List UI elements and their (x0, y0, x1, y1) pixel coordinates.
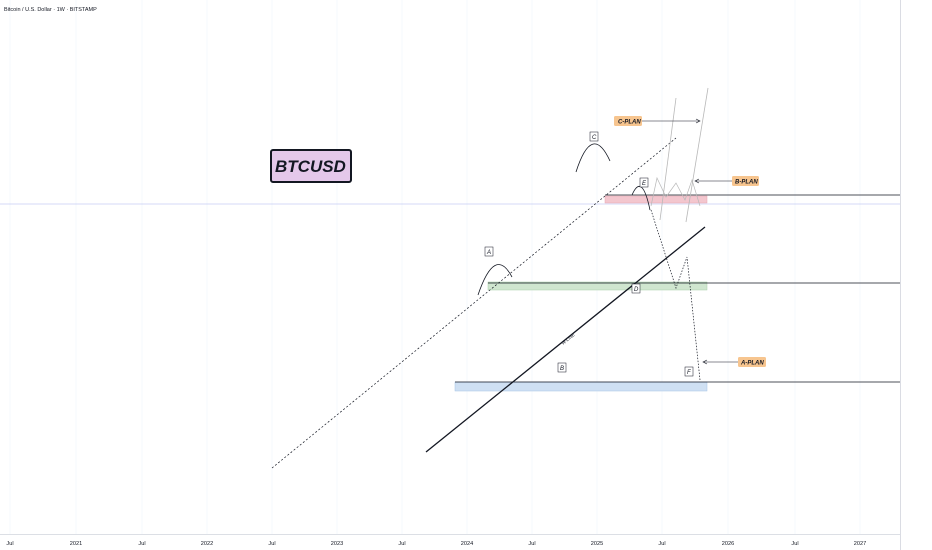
b-plan-label: B-PLAN (735, 180, 758, 186)
b-plan-arrowhead (694, 178, 700, 184)
x-tick-label: Jul (791, 541, 798, 547)
zones (0, 194, 900, 392)
letter-d: D (634, 287, 639, 293)
letter-f: F (687, 370, 691, 376)
arc-c (575, 143, 611, 173)
y-axis: 150,000145,000140,000135,000130,000125,0… (900, 0, 901, 550)
letter-box-c (589, 131, 599, 142)
x-tick-label: 2021 (70, 541, 82, 547)
grid-lines (9, 0, 861, 534)
x-tick-label: 2024 (461, 541, 473, 547)
letter-box-b (557, 362, 567, 373)
symbol-box (270, 149, 352, 183)
dashed-channel-line (271, 137, 677, 469)
demand-zone-blue (454, 381, 708, 392)
x-tick-label: 2026 (722, 541, 734, 547)
x-tick-label: Jul (528, 541, 535, 547)
letter-c: C (592, 135, 597, 141)
drawings (271, 87, 738, 469)
plan-label-bg-b (732, 176, 759, 186)
c-plan-path (659, 97, 677, 221)
x-tick-label: Jul (268, 541, 275, 547)
plan-label-bg-c (614, 116, 642, 126)
x-tick-label: Jul (658, 541, 665, 547)
x-tick-label: 2027 (854, 541, 866, 547)
x-tick-label: 2023 (331, 541, 343, 547)
letter-box-e (639, 177, 649, 188)
x-tick-label: Jul (6, 541, 13, 547)
a-plan-arrowhead (702, 359, 708, 365)
x-tick-label: 2025 (591, 541, 603, 547)
symbol-label: BTCUSD (275, 157, 346, 176)
sell-zone-pink (604, 195, 708, 204)
c-plan-label: C-PLAN (618, 120, 641, 126)
a-plan-label: A-PLAN (740, 361, 764, 367)
x-tick-label: Jul (138, 541, 145, 547)
letter-box-d (631, 283, 641, 294)
letter-a: A (486, 250, 491, 256)
w-line-trendline (425, 226, 706, 453)
arc-a (477, 264, 513, 296)
support-zone-green (487, 281, 708, 291)
c-plan-arrowhead (695, 118, 701, 124)
chart-title: Bitcoin / U.S. Dollar · 1W · BITSTAMP (4, 7, 97, 13)
c-plan-path-2 (685, 87, 709, 223)
a-plan-path (650, 209, 701, 381)
x-axis: Jul 2021 Jul 2022 Jul 2023 Jul 2024 Jul 2025 Jul 20… (0, 534, 900, 547)
letter-b: B (560, 366, 564, 372)
letter-e: E (642, 181, 647, 187)
plan-label-bg-a (738, 357, 766, 367)
annotation-labels: C-PLAN B-PLAN A-PLAN A B C D E F W-LINE … (4, 7, 766, 377)
b-plan-path (650, 176, 701, 207)
w-line-label: W-LINE (561, 331, 577, 345)
x-tick-label: Jul (398, 541, 405, 547)
x-tick-label: 2022 (201, 541, 213, 547)
letter-box-f (684, 366, 694, 377)
letter-box-a (484, 246, 494, 257)
